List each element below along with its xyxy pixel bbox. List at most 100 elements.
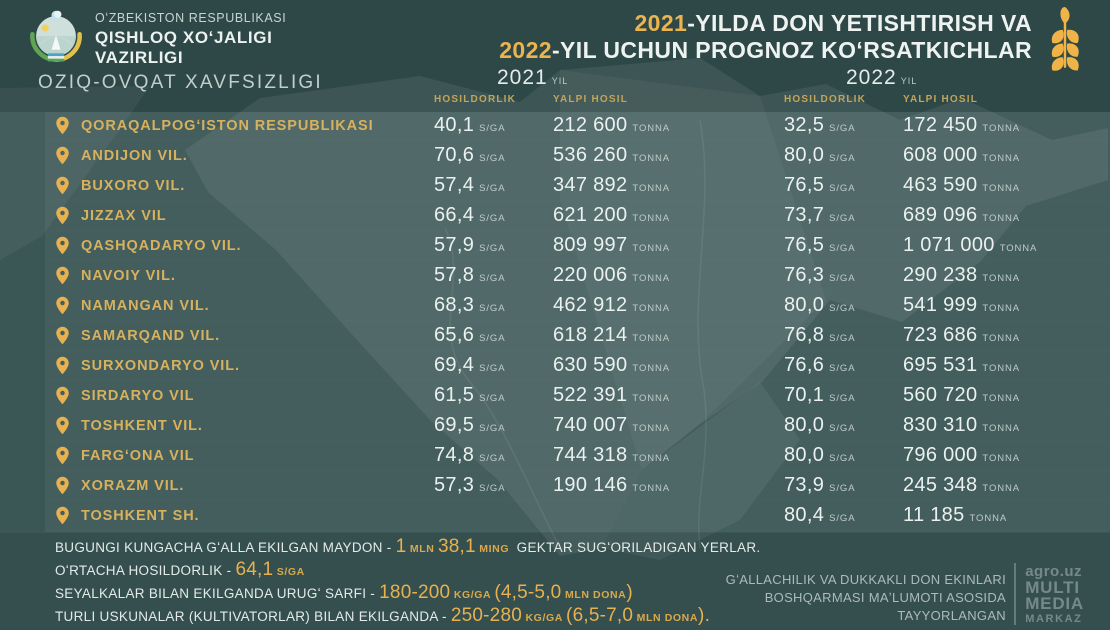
region-name: BUXORO VIL. — [81, 178, 186, 194]
location-pin-icon — [56, 296, 69, 315]
footer-text-segment: TURLI USKUNALAR (KULTIVATORLAR) BILAN EK… — [55, 609, 451, 624]
value-2022-yield: 80,0 S/GA — [784, 414, 856, 436]
footer-text-segment: KG/GA — [450, 589, 495, 601]
value-2022-yield: 80,4 S/GA — [784, 504, 856, 526]
region-name: SURXONDARYO VIL. — [81, 358, 240, 374]
region-name: NAVOIY VIL. — [81, 268, 176, 284]
value-2021-total: 740 007 TONNA — [553, 414, 670, 436]
source-credit: GʻALLACHILIK VA DUKKAKLI DON EKINLARI BO… — [726, 571, 1006, 625]
footer-text-segment: SEYALKALAR BILAN EKILGANDA URUGʻ SARFI - — [55, 586, 380, 601]
value-2022-total: 608 000 TONNA — [903, 144, 1020, 166]
table-row: SAMARQAND VIL. 65,6 S/GA 618 214 TONNA 76,… — [0, 322, 1110, 352]
location-pin-icon — [56, 236, 69, 255]
value-2021-yield: 70,6 S/GA — [434, 144, 506, 166]
footer-text-segment: 1 — [395, 536, 407, 557]
value-2022-yield: 70,1 S/GA — [784, 384, 856, 406]
location-pin-icon — [56, 356, 69, 375]
value-2022-total: 689 096 TONNA — [903, 204, 1020, 226]
region-name: FARGʻONA VIL — [81, 448, 195, 464]
footer-text-segment: 64,1 — [235, 559, 274, 580]
footer-text-segment: 180-200 — [379, 582, 451, 603]
footer-text-segment: OʻRTACHA HOSILDORLIK - — [55, 563, 236, 578]
value-2021-total: 630 590 TONNA — [553, 354, 670, 376]
location-pin-icon — [56, 176, 69, 195]
food-security-subtitle: OZIQ-OVQAT XAVFSIZLIGI — [38, 72, 323, 93]
value-2022-total: 11 185 TONNA — [903, 504, 1008, 526]
ministry-line1: OʻZBEKISTON RESPUBLIKASI — [95, 11, 287, 25]
region-name: JIZZAX VIL — [81, 208, 167, 224]
title-line2: 2022-YIL UCHUN PROGNOZ KOʻRSATKICHLAR — [499, 37, 1032, 64]
value-2022-yield: 76,5 S/GA — [784, 234, 856, 256]
value-2022-total: 463 590 TONNA — [903, 174, 1020, 196]
value-2021-total: 190 146 TONNA — [553, 474, 670, 496]
table-row: FARGʻONA VIL 74,8 S/GA 744 318 TONNA 80,0 S… — [0, 442, 1110, 472]
table-row: NAVOIY VIL. 57,8 S/GA 220 006 TONNA 76,3 S/… — [0, 262, 1110, 292]
value-2021-yield: 61,5 S/GA — [434, 384, 506, 406]
logo-text: agro.uz MULTI MEDIA MARKAZ — [1025, 563, 1084, 625]
footer-note-line: SEYALKALAR BILAN EKILGANDA URUGʻ SARFI -… — [55, 582, 760, 605]
location-pin-icon — [56, 116, 69, 135]
value-2021-total: 462 912 TONNA — [553, 294, 670, 316]
credit-line2: BOSHQARMASI MAʼLUMOTI ASOSIDA — [764, 590, 1006, 605]
credit-line3: TAYYORLANGAN — [897, 608, 1006, 623]
table-row: ANDIJON VIL. 70,6 S/GA 536 260 TONNA 80,0 S… — [0, 142, 1110, 172]
value-2021-total: 621 200 TONNA — [553, 204, 670, 226]
col-header-2022-total: YALPI HOSIL — [903, 94, 979, 105]
value-2022-total: 290 238 TONNA — [903, 264, 1020, 286]
value-2022-yield: 73,9 S/GA — [784, 474, 856, 496]
value-2022-yield: 76,3 S/GA — [784, 264, 856, 286]
location-pin-icon — [56, 146, 69, 165]
logo-word2: MEDIA — [1025, 594, 1084, 613]
ministry-line3: VAZIRLIGI — [95, 48, 184, 67]
value-2022-yield: 32,5 S/GA — [784, 114, 856, 136]
footer-text-segment: (6,5-7,0 — [566, 605, 634, 626]
region-table: QORAQALPOGʻISTON RESPUBLIKASI 40,1 S/GA 2… — [0, 112, 1110, 532]
logo-word3: MARKAZ — [1025, 613, 1083, 625]
footer-notes: BUGUNGI KUNGACHA GʻALLA EKILGAN MAYDON -… — [55, 536, 760, 628]
value-2022-yield: 76,5 S/GA — [784, 174, 856, 196]
footer-text-segment: S/GA — [273, 566, 305, 578]
value-2022-yield: 80,0 S/GA — [784, 144, 856, 166]
year-2022-label: 2022 — [846, 66, 897, 89]
logo-site: agro.uz — [1025, 563, 1083, 580]
table-row: TOSHKENT VIL. 69,5 S/GA 740 007 TONNA 80,0… — [0, 412, 1110, 442]
value-2021-yield: 57,3 S/GA — [434, 474, 506, 496]
table-row: JIZZAX VIL 66,4 S/GA 621 200 TONNA 73,7 S/G… — [0, 202, 1110, 232]
value-2022-total: 796 000 TONNA — [903, 444, 1020, 466]
col-header-2022-yield: HOSILDORLIK — [784, 94, 867, 105]
value-2021-total: 744 318 TONNA — [553, 444, 670, 466]
value-2022-total: 245 348 TONNA — [903, 474, 1020, 496]
col-header-2021-yield: HOSILDORLIK — [434, 94, 517, 105]
footer-note-line: TURLI USKUNALAR (KULTIVATORLAR) BILAN EK… — [55, 605, 760, 628]
value-2022-yield: 76,6 S/GA — [784, 354, 856, 376]
region-name: NAMANGAN VIL. — [81, 298, 210, 314]
value-2022-yield: 76,8 S/GA — [784, 324, 856, 346]
table-row: SIRDARYO VIL 61,5 S/GA 522 391 TONNA 70,1 S… — [0, 382, 1110, 412]
year-group-2022: 2022 YIL — [846, 66, 917, 90]
title-year-2021: 2021 — [634, 10, 688, 36]
footer-text-segment: 38,1 — [437, 536, 476, 557]
footer-text-segment: GEKTAR SUGʻORILADIGAN YERLAR. — [512, 540, 761, 555]
value-2022-total: 830 310 TONNA — [903, 414, 1020, 436]
location-pin-icon — [56, 266, 69, 285]
value-2021-total: 536 260 TONNA — [553, 144, 670, 166]
value-2022-total: 695 531 TONNA — [903, 354, 1020, 376]
table-row: XORAZM VIL. 57,3 S/GA 190 146 TONNA 73,9 S/… — [0, 472, 1110, 502]
credit-line1: GʻALLACHILIK VA DUKKAKLI DON EKINLARI — [725, 572, 1006, 587]
footer-shade — [0, 533, 1110, 630]
value-2021-yield: 68,3 S/GA — [434, 294, 506, 316]
location-pin-icon — [56, 416, 69, 435]
value-2021-total: 809 997 TONNA — [553, 234, 670, 256]
wheat-spike-icon — [1051, 7, 1079, 71]
page-title: 2021-YILDA DON YETISHTIRISH VA 2022-YIL … — [499, 10, 1032, 64]
ministry-name: OʻZBEKISTON RESPUBLIKASI QISHLOQ XOʻJALI… — [95, 11, 286, 68]
footer-text-segment: KG/GA — [521, 612, 567, 624]
location-pin-icon — [56, 476, 69, 495]
title-year-2022: 2022 — [499, 37, 552, 63]
footer-text-segment: BUGUNGI KUNGACHA GʻALLA EKILGAN MAYDON - — [55, 540, 396, 555]
value-2021-yield: 66,4 S/GA — [434, 204, 506, 226]
title-rest1: -YILDA DON YETISHTIRISH VA — [687, 10, 1032, 36]
table-row: BUXORO VIL. 57,4 S/GA 347 892 TONNA 76,5 S/… — [0, 172, 1110, 202]
region-name: TOSHKENT VIL. — [81, 418, 203, 434]
